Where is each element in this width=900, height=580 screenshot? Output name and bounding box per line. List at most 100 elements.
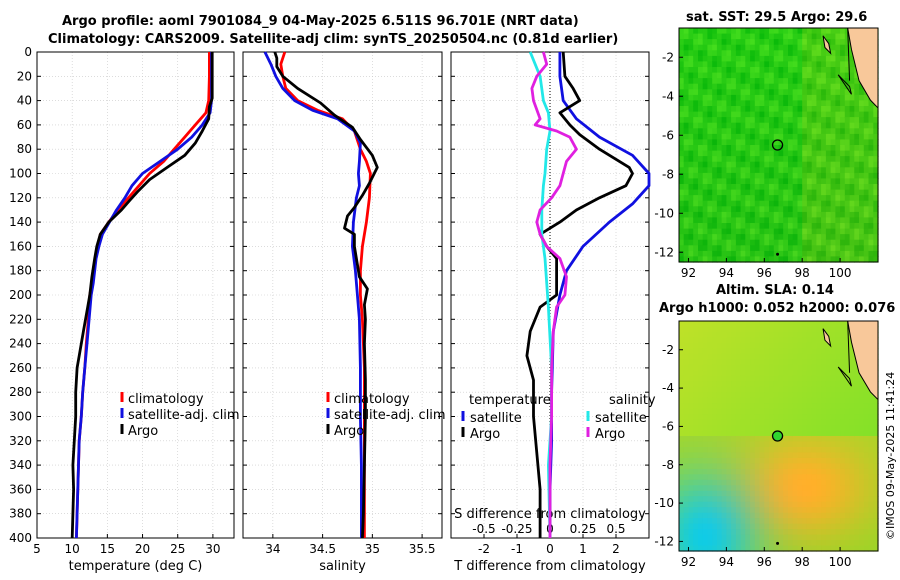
map-cell [849,419,855,426]
map-cell [821,430,827,437]
map-cell [835,468,841,475]
map-cell [726,381,732,388]
map-cell [825,200,832,207]
map-cell [679,122,685,129]
map-cell [821,457,827,464]
map-cell [802,72,808,79]
map-cell [731,128,737,135]
map-cell [712,100,718,107]
map-cell [821,479,827,486]
map-cell [726,490,732,497]
map-cell [797,425,803,432]
map-cell [840,523,846,530]
map-cell [849,223,855,230]
map-cell [754,386,761,393]
map-cell [679,321,685,328]
map-cell [698,392,704,399]
map-cell [716,234,723,241]
map-cell [811,490,817,497]
map-cell [830,234,836,241]
map-cell [840,408,846,415]
map-cell [859,419,865,426]
map-cell [740,529,746,536]
map-cell [688,61,694,68]
map-cell [702,353,708,360]
map-cell [816,178,822,185]
map-cell [778,211,784,219]
map-cell [707,189,713,196]
map-cell [688,184,694,191]
map-cell [731,106,737,113]
map-cell [759,414,765,421]
map-cell [821,523,827,530]
map-cell [740,425,746,432]
map-cell [778,189,784,196]
map-frame [678,320,879,552]
map-cell [764,375,770,382]
map-cell [868,512,874,519]
map-cell [721,441,727,448]
map-cell [816,468,822,475]
map-cell [679,172,685,180]
map-cell [754,133,761,141]
y-tick-label: 40 [17,94,32,108]
map-cell [835,441,841,448]
map-cell [811,332,817,339]
map-cell [849,111,855,118]
map-cell [821,94,827,102]
map-cell [844,545,851,552]
map-cell [740,468,746,475]
map-cell [745,200,751,207]
map-cell [745,342,751,349]
map-cell [712,523,718,530]
map-cell [873,430,879,437]
map-cell [783,228,789,235]
map-cell [863,150,870,157]
map-cell [792,128,798,135]
map-cell [811,430,817,437]
map-cell [731,156,737,163]
map-cell [806,139,813,146]
map-cell [778,518,784,525]
map-cell [693,337,699,344]
map-cell [735,523,742,530]
map-cell [788,245,794,252]
map-cell [816,414,822,421]
map-cell [721,479,727,486]
map-cell [698,28,704,35]
map-cell [716,392,723,399]
map-cell [745,518,751,525]
x-tick-label: 92 [681,555,696,569]
map-cell [683,145,689,152]
x-tick-label: 35.5 [409,542,436,556]
map-cell [726,145,732,152]
map-cell [840,414,846,421]
map-cell [830,128,836,135]
map-cell [712,545,718,552]
map-cell [759,364,765,371]
map-cell [849,78,855,85]
map-cell [735,359,742,366]
map-cell [802,381,808,388]
map-cell [821,463,827,470]
map-cell [721,501,727,508]
map-cell [811,83,817,90]
map-cell [754,523,761,530]
map-cell [693,414,699,421]
map-cell [821,28,827,35]
map-cell [854,496,860,503]
map-cell [693,133,699,141]
map-cell [754,61,761,68]
map-cell [806,534,813,541]
map-cell [702,479,708,486]
map-cell [769,206,775,213]
map-cell [797,100,803,107]
map-cell [726,452,732,459]
map-cell [731,523,737,530]
map-cell [745,106,751,113]
map-cell [778,375,784,382]
map-cell [679,234,685,241]
map-cell [759,217,765,224]
map-cell [712,172,718,180]
map-cell [683,397,689,404]
